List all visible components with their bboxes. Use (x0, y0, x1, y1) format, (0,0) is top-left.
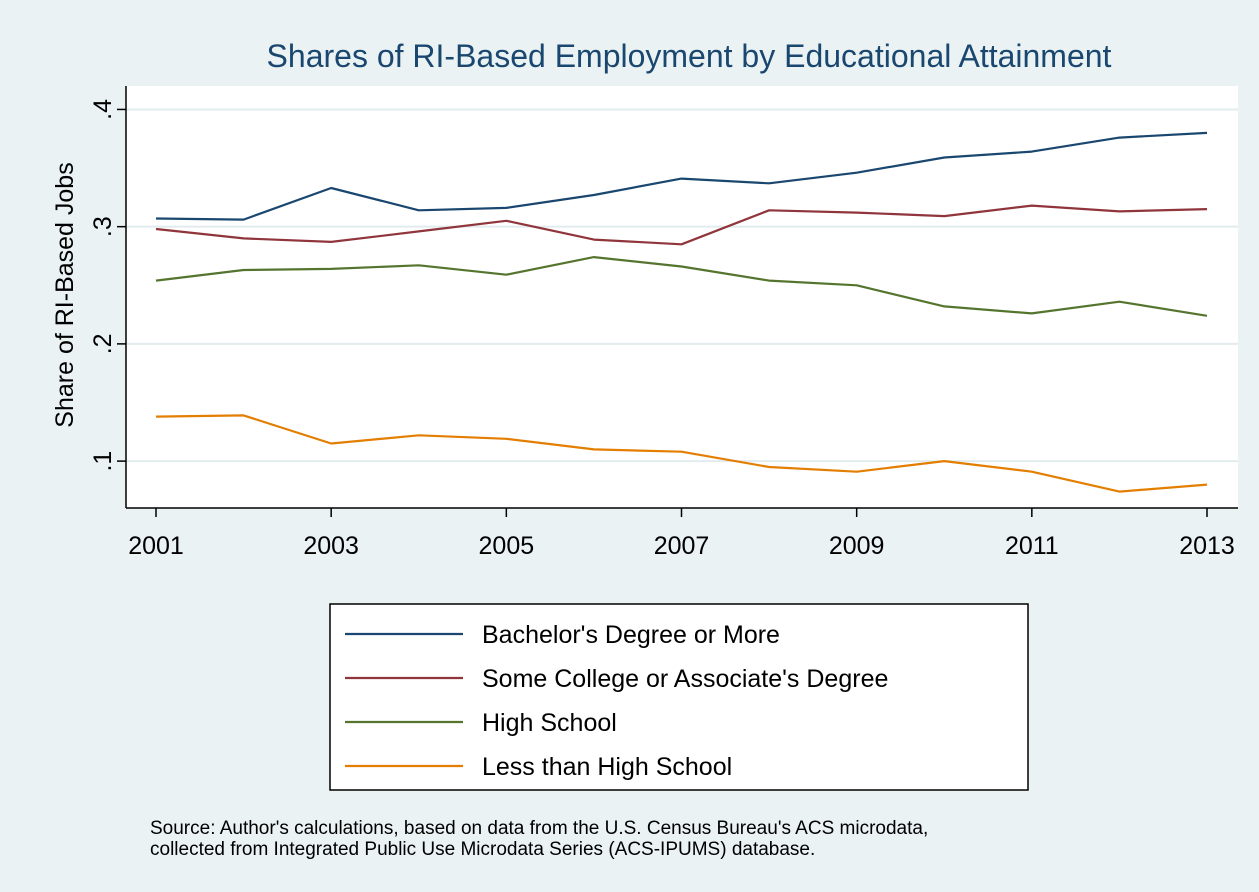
legend: Bachelor's Degree or More Some College or… (345, 621, 888, 781)
x-tick-label: 2003 (303, 532, 359, 560)
y-axis-label: Share of RI-Based Jobs (51, 162, 79, 427)
series-line-some-college-or-associate-s-degree (155, 204, 1208, 246)
source-note-line-2: collected from Integrated Public Use Mic… (150, 839, 815, 860)
series-line-less-than-high-school (155, 414, 1208, 493)
legend-label: Bachelor's Degree or More (482, 621, 780, 649)
x-tick-label: 2013 (1179, 532, 1235, 560)
plot-area (126, 86, 1238, 508)
x-tick-label: 2011 (1005, 532, 1059, 560)
y-tick-label: .4 (89, 99, 117, 120)
grid-lines (126, 108, 1238, 463)
x-tick-label: 2007 (654, 532, 710, 560)
source-note-line-1: Source: Author's calculations, based on … (150, 818, 928, 839)
legend-label: Some College or Associate's Degree (482, 665, 888, 693)
y-axis-ticks: .1 .2 .3 .4 (89, 99, 126, 472)
x-tick-label: 2001 (128, 532, 184, 560)
x-tick-label: 2005 (479, 532, 535, 560)
chart-title: Shares of RI-Based Employment by Educati… (267, 38, 1112, 74)
y-tick-label: .1 (89, 451, 117, 472)
y-tick-label: .2 (89, 333, 117, 354)
legend-label: Less than High School (482, 753, 732, 781)
series-line-high-school (155, 256, 1208, 317)
series-line-bachelor-s-degree-or-more (155, 131, 1208, 221)
x-axis-ticks: 2001 2003 2005 2007 2009 2011 2013 (128, 508, 1235, 560)
y-tick-label: .3 (89, 216, 117, 237)
legend-label: High School (482, 709, 617, 737)
x-tick-label: 2009 (829, 532, 885, 560)
series-lines (155, 131, 1208, 493)
